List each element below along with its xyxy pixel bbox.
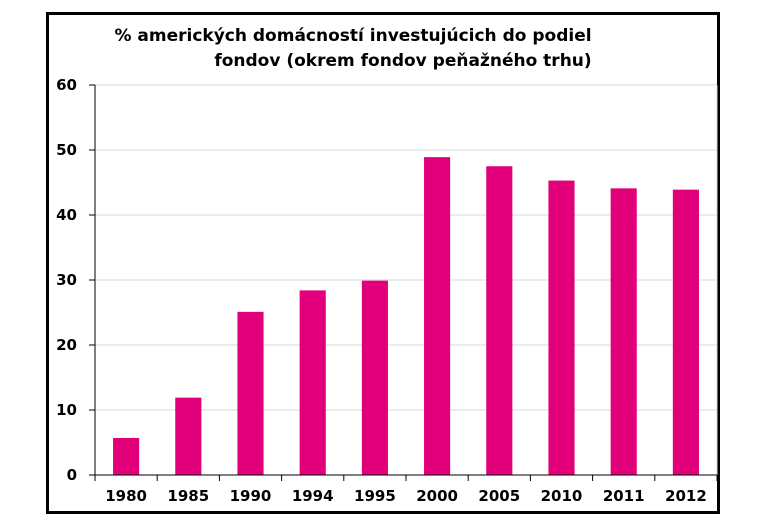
x-tick-label: 2000 — [416, 487, 458, 505]
y-tick-label: 0 — [67, 466, 77, 484]
bar-2005 — [486, 166, 513, 475]
axes — [89, 84, 718, 481]
chart-title-line-2: fondov (okrem fondov peňažného trhu) — [214, 51, 592, 71]
x-tick-label: 1994 — [292, 487, 334, 505]
bar-1994 — [299, 290, 326, 475]
bar-2010 — [548, 180, 575, 476]
x-tick-label: 2011 — [603, 487, 645, 505]
bar-1985 — [175, 397, 202, 475]
y-tick-label: 30 — [56, 271, 77, 289]
y-tick-label: 50 — [56, 141, 77, 159]
y-tick-label: 60 — [56, 76, 77, 94]
x-tick-label: 2012 — [665, 487, 707, 505]
bar-2000 — [424, 157, 451, 475]
x-tick-label: 1985 — [167, 487, 209, 505]
bar-2011 — [610, 188, 637, 475]
x-tick-label: 1980 — [105, 487, 147, 505]
x-tick-label: 1995 — [354, 487, 396, 505]
chart-title-line-1: % amerických domácností investujúcich do… — [114, 26, 592, 46]
x-tick-label: 1990 — [230, 487, 272, 505]
y-tick-labels: 0 10 20 30 40 50 60 — [56, 76, 77, 484]
bar-1990 — [237, 311, 264, 475]
y-tick-label: 20 — [56, 336, 77, 354]
bars — [113, 157, 699, 476]
bar-2012 — [672, 189, 699, 475]
bar-1980 — [113, 437, 140, 475]
y-tick-label: 40 — [56, 206, 77, 224]
y-tick-label: 10 — [56, 401, 77, 419]
bar-1995 — [361, 280, 388, 475]
chart-title: % amerických domácností investujúcich do… — [46, 24, 720, 74]
x-tick-labels: 1980 1985 1990 1994 1995 2000 2005 2010 2011 2012 — [105, 487, 707, 505]
x-tick-label: 2010 — [541, 487, 583, 505]
x-tick-label: 2005 — [478, 487, 520, 505]
